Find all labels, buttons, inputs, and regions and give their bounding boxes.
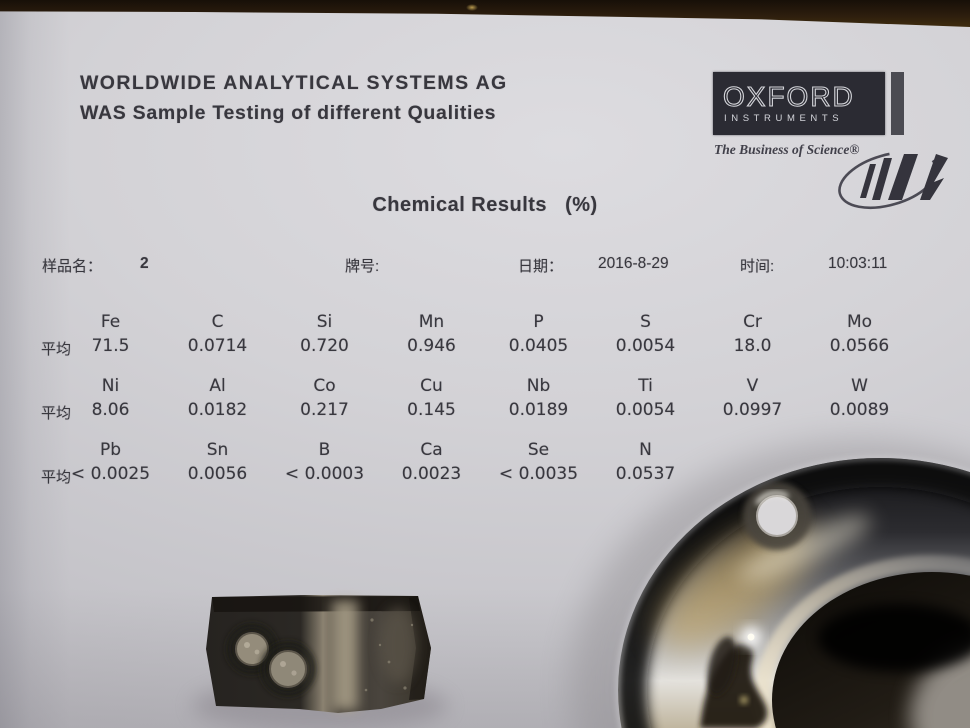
logo-tagline: The Business of Science® [714,142,860,157]
element-symbols-row-1: Fe C Si Mn P S Cr Mo [57,312,913,332]
element-symbol: W [851,376,868,396]
element-value: 0.145 [407,400,456,420]
element-symbols-row-3: Pb Sn B Ca Se N [57,440,913,460]
logo-brand-outline: OXFORD [722,80,855,112]
element-value: 0.0089 [829,400,890,420]
element-value: 0.0714 [187,336,248,356]
table-surface-speck [466,4,478,11]
report-title-text: Chemical Results [372,194,548,216]
element-symbol: S [640,312,651,332]
element-value: 71.5 [91,336,130,356]
element-value: 0.0405 [508,336,569,356]
time-label: 时间: [740,258,775,275]
average-label: 平均 [41,404,72,422]
element-symbol: Cu [420,376,443,396]
element-symbol: Nb [526,376,551,396]
element-value: 0.0189 [508,400,569,420]
element-value: 0.0537 [615,464,676,484]
grade-label: 牌号: [345,258,380,275]
element-symbol: Sn [206,440,229,460]
element-value: 0.0054 [615,400,676,420]
element-value: 0.217 [300,400,349,420]
was-glyphs [860,154,948,200]
sample-name-value: 2 [140,255,149,272]
element-value: 0.0056 [187,464,248,484]
element-value: < 0.0035 [498,464,579,484]
logo-brand-sub-text: INSTRUMENTS [724,113,844,124]
sample-info-row: 样品名： 2 牌号: 日期： 2016-8-29 时间: 10:03:11 [0,255,970,279]
logo-box: OXFORD INSTRUMENTS [713,72,885,135]
time-value: 10:03:11 [828,255,888,272]
element-symbol: Pb [99,440,122,460]
element-symbol: Se [527,440,550,460]
element-value: 0.0997 [722,400,783,420]
average-label: 平均 [41,468,72,486]
element-values-row-3: 平均 < 0.0025 0.0056 < 0.0003 0.0023 < 0.0… [41,464,913,486]
element-value: < 0.0025 [70,464,151,484]
element-symbol: Ni [101,376,120,396]
element-symbol: C [211,312,224,332]
report-title-unit: (%) [565,194,598,216]
element-symbol: P [533,312,544,332]
date-label: 日期： [518,258,564,275]
element-value: < 0.0003 [284,464,365,484]
element-symbol: Cr [743,312,762,332]
element-values-row-1: 平均 71.5 0.0714 0.720 0.946 0.0405 0.0054… [41,336,913,358]
logo-brand-text: OXFORD [723,81,855,112]
element-values-row-2: 平均 8.06 0.0182 0.217 0.145 0.0189 0.0054… [41,400,913,422]
element-value: 0.946 [407,336,456,356]
element-value: 0.0182 [187,400,248,420]
element-symbol: Ca [420,440,443,460]
element-symbol: Mn [418,312,445,332]
element-value: 8.06 [91,400,130,420]
element-value: 18.0 [733,336,772,356]
was-swoosh-icon [838,150,948,210]
element-value: 0.0566 [829,336,890,356]
average-label: 平均 [41,340,72,358]
element-symbol: V [746,376,759,396]
report-subtitle-line: WAS Sample Testing of different Qualitie… [80,102,497,124]
element-symbol: Mo [846,312,873,332]
element-value: 0.0054 [615,336,676,356]
element-value: 0.720 [300,336,349,356]
report-title: Chemical Results (%) [0,194,970,217]
element-symbol: Ti [638,376,653,396]
sample-name-label: 样品名： [42,258,103,275]
element-symbol: Al [209,376,226,396]
element-symbols-row-2: Ni Al Co Cu Nb Ti V W [57,376,913,396]
org-name-line: WORLDWIDE ANALYTICAL SYSTEMS AG [80,72,508,94]
element-symbol: Si [316,312,333,332]
date-value: 2016-8-29 [598,255,669,272]
element-symbol: B [318,440,331,460]
element-value: 0.0023 [401,464,462,484]
element-symbol: Fe [100,312,121,332]
element-symbol: N [639,440,652,460]
logo-side-bar [891,72,904,135]
element-symbol: Co [313,376,336,396]
